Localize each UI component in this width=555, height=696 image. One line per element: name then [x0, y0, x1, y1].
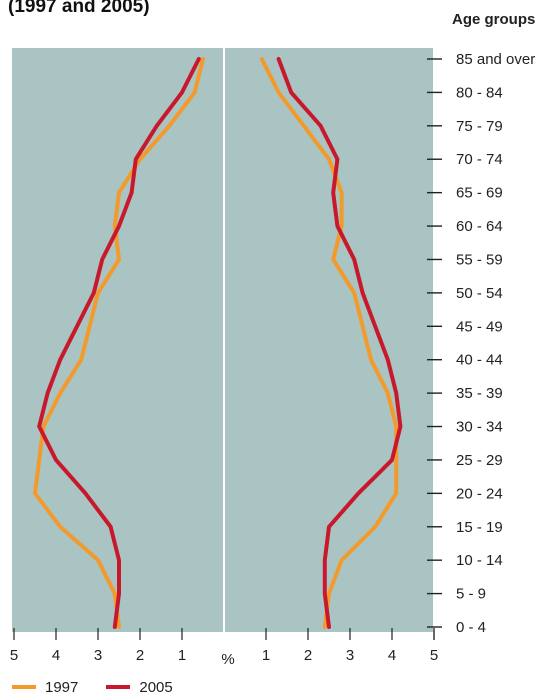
legend-item-2005: 2005 [106, 678, 173, 696]
legend-label-1997: 1997 [45, 678, 79, 696]
series-line-2005-left [37, 57, 201, 629]
x-tick-label: 4 [52, 647, 60, 664]
age-group-label: 10 - 14 [456, 552, 503, 569]
age-group-label: 65 - 69 [456, 185, 503, 202]
legend: 1997 2005 [12, 678, 201, 696]
chart-title: (1997 and 2005) [8, 0, 150, 17]
x-tick-label: 2 [136, 647, 144, 664]
plot-background [12, 48, 433, 632]
x-tick-label: 4 [388, 647, 396, 664]
series-line-1997-left [33, 57, 205, 629]
x-tick-label: 5 [430, 647, 438, 664]
age-group-label: 75 - 79 [456, 118, 503, 135]
population-pyramid-chart: 0 - 4 5 - 9 10 - 14 15 - 19 20 - 24 25 - 29 30… [10, 48, 535, 668]
age-group-label: 20 - 24 [456, 485, 503, 502]
x-tick-label: 5 [10, 647, 18, 664]
series-line-2005-right [276, 57, 403, 629]
age-group-label: 70 - 74 [456, 151, 503, 168]
legend-swatch-1997 [12, 685, 36, 689]
x-axis-unit-label: % [221, 651, 234, 668]
age-group-label: 60 - 64 [456, 218, 503, 235]
age-group-label: 45 - 49 [456, 318, 503, 335]
legend-label-2005: 2005 [139, 678, 173, 696]
age-group-label: 15 - 19 [456, 519, 503, 536]
age-groups-axis-title: Age groups [452, 11, 536, 28]
x-tick-label: 1 [262, 647, 270, 664]
legend-item-1997: 1997 [12, 679, 78, 696]
age-group-label: 0 - 4 [456, 619, 486, 636]
age-group-label: 55 - 59 [456, 251, 503, 268]
age-group-label: 40 - 44 [456, 352, 503, 369]
series-line-1997-right [259, 57, 399, 629]
x-tick-label: 2 [304, 647, 312, 664]
age-group-label: 30 - 34 [456, 419, 503, 436]
age-group-label: 25 - 29 [456, 452, 503, 469]
legend-swatch-2005 [106, 685, 131, 689]
age-group-label: 35 - 39 [456, 385, 503, 402]
x-tick-label: 3 [346, 647, 354, 664]
x-tick-label: 3 [94, 647, 102, 664]
x-tick-label: 1 [178, 647, 186, 664]
age-group-label: 85 and over [456, 51, 535, 68]
age-group-label: 5 - 9 [456, 586, 486, 603]
age-group-label: 50 - 54 [456, 285, 503, 302]
age-group-label: 80 - 84 [456, 84, 503, 101]
